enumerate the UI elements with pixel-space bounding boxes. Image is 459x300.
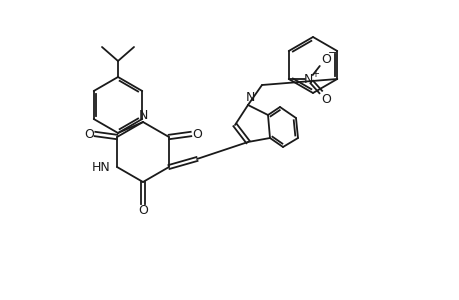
Text: O: O bbox=[320, 92, 330, 106]
Text: O: O bbox=[320, 52, 330, 65]
Text: O: O bbox=[84, 128, 94, 140]
Text: N: N bbox=[303, 73, 313, 85]
Text: −: − bbox=[327, 48, 337, 58]
Text: +: + bbox=[310, 69, 318, 79]
Text: O: O bbox=[191, 128, 202, 140]
Text: N: N bbox=[245, 91, 254, 103]
Text: HN: HN bbox=[91, 160, 110, 173]
Text: O: O bbox=[138, 205, 148, 218]
Text: N: N bbox=[138, 109, 147, 122]
